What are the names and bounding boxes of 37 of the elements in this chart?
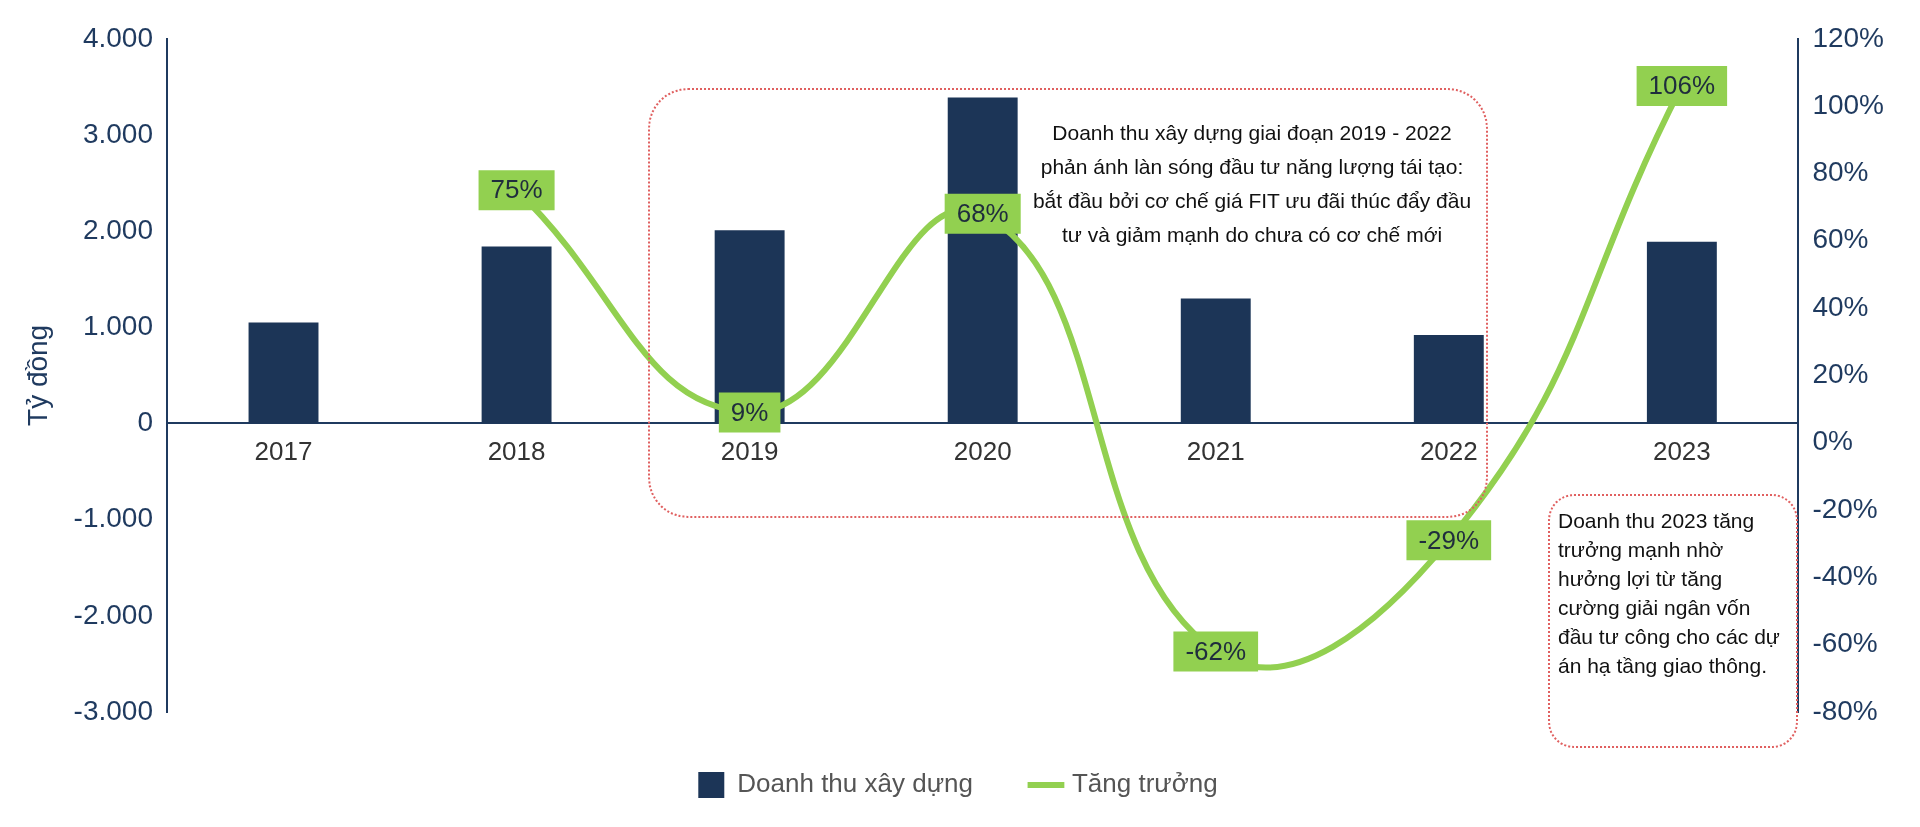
- y-tick-label: -2.000: [73, 598, 153, 630]
- x-tick-label: 2021: [1186, 436, 1245, 467]
- y-tick-label: -1.000: [73, 502, 153, 534]
- x-tick-label: 2022: [1419, 436, 1478, 467]
- data-label: 106%: [1648, 70, 1716, 101]
- legend-label: Tăng trưởng: [1071, 768, 1218, 799]
- y-tick-label: 4.000: [82, 21, 153, 53]
- y2-tick-label: 20%: [1812, 358, 1869, 390]
- y2-tick-label: -40%: [1812, 560, 1878, 592]
- y2-tick-label: 60%: [1812, 223, 1869, 255]
- annotation: Doanh thu 2023 tăng trưởng mạnh nhờ hưởng lợi từ tăng cường giải ngân vốn đầu tư công cho các dự án hạ tầng giao thông.: [1548, 494, 1798, 748]
- data-label: 68%: [956, 198, 1009, 228]
- data-label: -62%: [1185, 635, 1247, 666]
- y-tick-label: 0: [137, 406, 153, 438]
- data-label: 75%: [490, 174, 543, 205]
- annotation: Doanh thu xây dựng giai đoạn 2019 - 2022 phản ánh làn sóng đầu tư năng lượng tái tạo: bắt đầu bởi cơ chế giá FIT ưu đãi thúc đẩy đầu tư và giảm mạnh do chưa có cơ chế mới: [1032, 120, 1472, 248]
- x-tick-label: 2020: [953, 436, 1012, 467]
- data-label: -29%: [1418, 524, 1480, 555]
- y2-tick-label: 80%: [1812, 156, 1869, 188]
- y2-tick-label: -20%: [1812, 492, 1878, 524]
- y2-tick-label: 0%: [1812, 425, 1853, 457]
- y-tick-label: 2.000: [82, 213, 153, 245]
- x-tick-label: 2019: [720, 436, 779, 467]
- y-tick-label: 3.000: [82, 117, 153, 149]
- data-label: 9%: [730, 396, 769, 427]
- y2-tick-label: -60%: [1812, 627, 1878, 659]
- y-tick-label: 1.000: [82, 310, 153, 342]
- y2-tick-label: 100%: [1812, 88, 1885, 120]
- y2-tick-label: 40%: [1812, 290, 1869, 322]
- y2-tick-label: 120%: [1812, 21, 1885, 53]
- x-tick-label: 2017: [254, 436, 313, 467]
- x-tick-label: 2023: [1652, 436, 1711, 467]
- y2-tick-label: -80%: [1812, 694, 1878, 726]
- y-axis-title: Tỷ đồng: [21, 324, 53, 426]
- y-tick-label: -3.000: [73, 694, 153, 726]
- x-tick-label: 2018: [487, 436, 546, 467]
- legend-label: Doanh thu xây dựng: [737, 768, 973, 799]
